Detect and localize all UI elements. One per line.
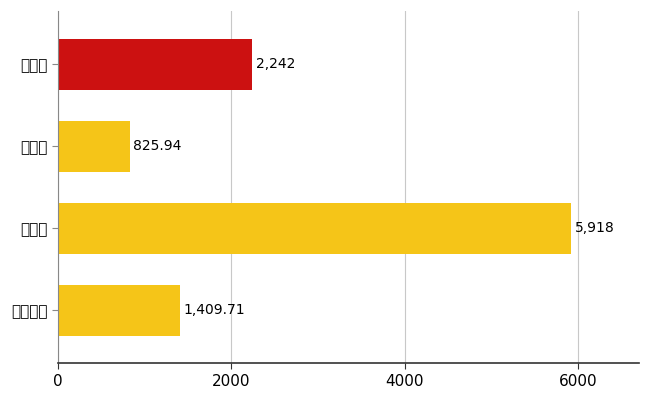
- Bar: [58, 39, 252, 90]
- Text: 1,409.71: 1,409.71: [184, 303, 245, 317]
- Bar: [58, 121, 129, 172]
- Bar: [58, 203, 571, 254]
- Bar: [58, 285, 180, 336]
- Text: 5,918: 5,918: [575, 221, 614, 235]
- Text: 2,242: 2,242: [256, 57, 295, 71]
- Text: 825.94: 825.94: [133, 139, 181, 153]
